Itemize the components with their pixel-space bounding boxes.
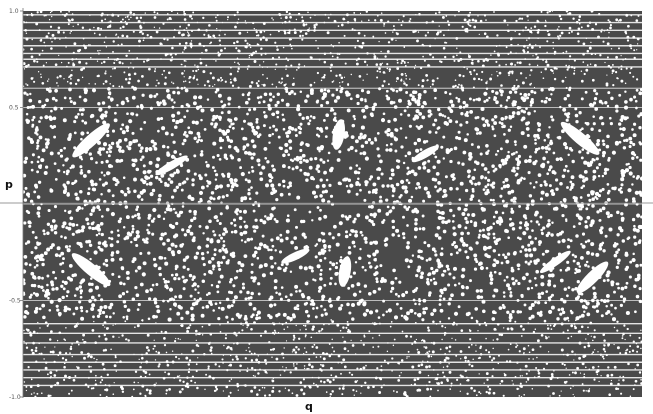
scatter-island <box>281 248 310 264</box>
y-tick-label: -0.5 <box>9 298 21 305</box>
y-tick-label: 1.0 <box>9 8 19 15</box>
y-tick-group: 1.0 0.5 -0.5 -1.0 <box>9 8 23 401</box>
y-tick-label: 0.5 <box>9 105 19 112</box>
scatter-points <box>21 9 645 399</box>
scatter-island <box>71 253 111 287</box>
y-axis-title: p <box>5 178 13 191</box>
scatter-island <box>72 123 110 158</box>
x-axis-title: q <box>305 400 313 413</box>
scatter-island <box>155 155 188 176</box>
scatter-island <box>576 261 609 294</box>
scatter-island <box>539 250 571 274</box>
scatter-island <box>332 119 345 150</box>
y-tick-label: -1.0 <box>9 394 21 401</box>
scatter-island <box>560 121 600 155</box>
scatter-island <box>338 256 352 287</box>
scatter-island <box>411 145 439 163</box>
